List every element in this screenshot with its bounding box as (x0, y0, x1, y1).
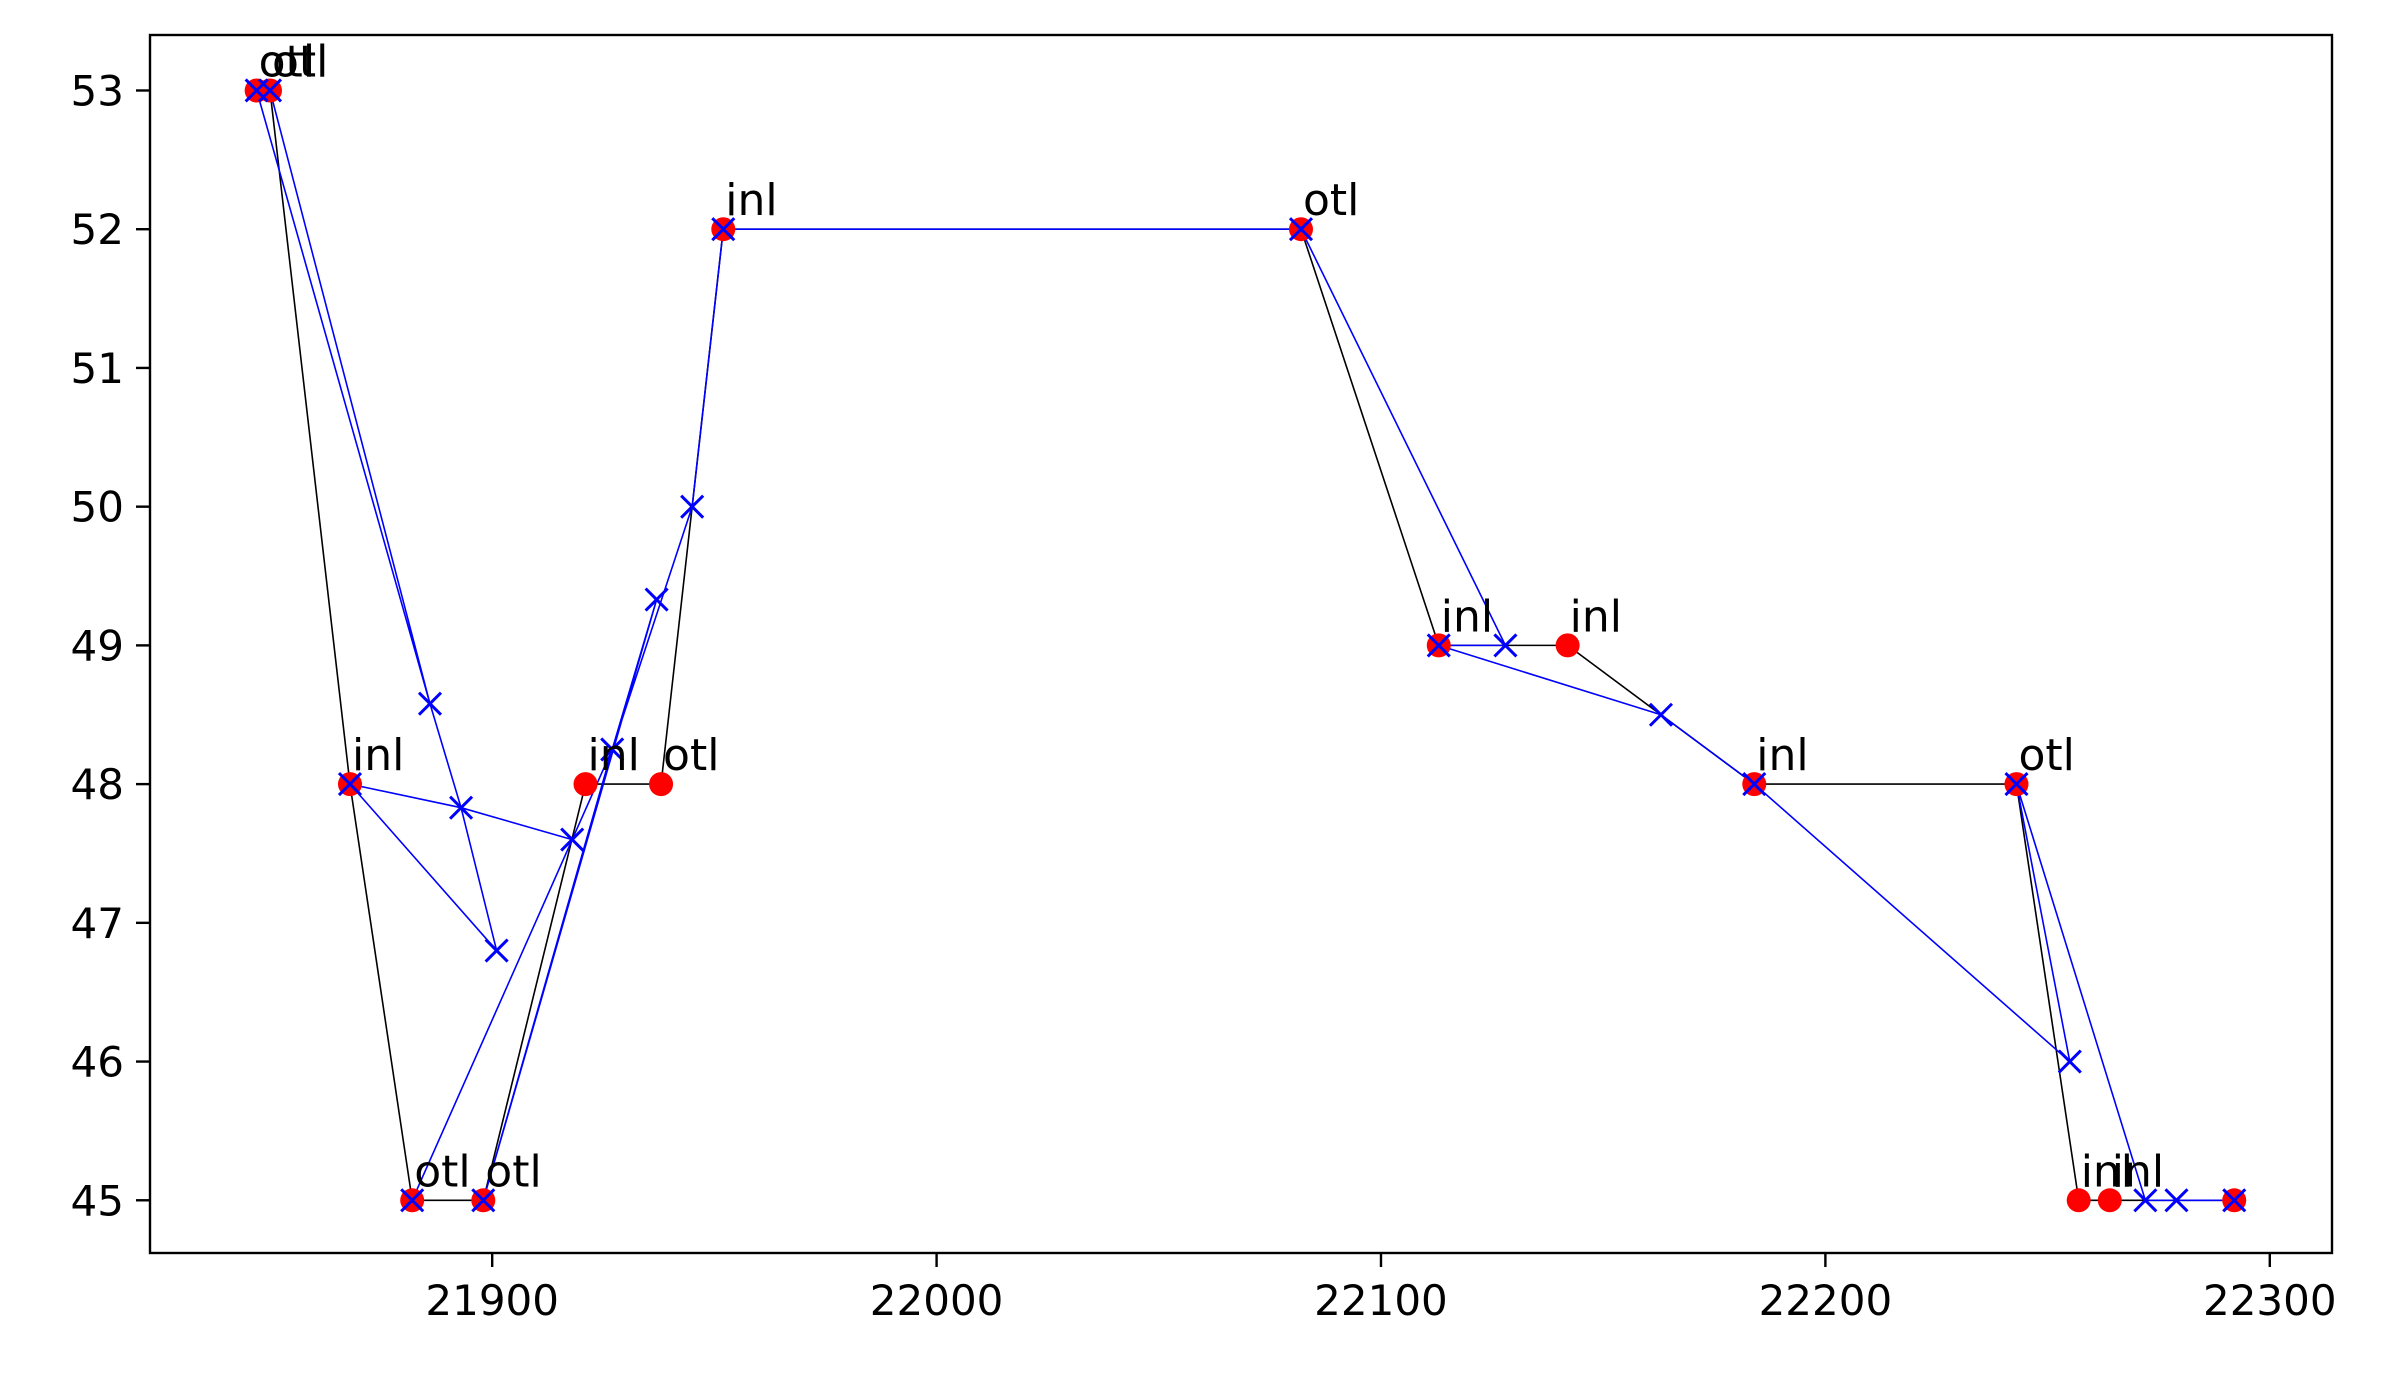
blue-x-marker-24 (2133, 1188, 2158, 1213)
blue-x-marker-13 (471, 1188, 496, 1213)
y-tick-label-0: 45 (71, 1176, 124, 1225)
y-tick-label-2: 47 (71, 899, 124, 948)
blue-x-marker-22 (2057, 1049, 2082, 1074)
x-tick-label-3: 22200 (1759, 1276, 1893, 1325)
point-label-12: otl (2018, 730, 2074, 781)
point-label-10: inl (1570, 591, 1622, 642)
blue-x-marker-1 (417, 691, 443, 716)
blue-x-marker-23 (2004, 772, 2029, 797)
point-label-9: inl (1441, 591, 1493, 642)
blue-x-marker-25 (2164, 1188, 2189, 1213)
point-label-7: inl (725, 175, 777, 226)
point-label-5: inl (588, 730, 640, 781)
blue-x-marker-20 (1648, 702, 1674, 727)
red-point-14 (2097, 1188, 2122, 1213)
blue-x-marker-8 (560, 827, 585, 852)
blue-x-marker-9 (400, 1188, 425, 1213)
y-tick-label-1: 46 (71, 1038, 124, 1087)
red-point-5 (573, 772, 598, 797)
blue-x-marker-21 (1742, 772, 1767, 797)
point-label-11: inl (1756, 730, 1808, 781)
point-label-14: inl (2112, 1146, 2164, 1197)
blue-x-marker-18 (1493, 633, 1518, 658)
blue-x-marker-26 (2222, 1188, 2247, 1213)
blue-x-marker-6 (337, 772, 363, 797)
red-point-6 (649, 772, 674, 797)
blue-x-marker-4 (449, 795, 474, 820)
blue-x-marker-17 (1288, 217, 1314, 242)
blue-x-marker-16 (711, 217, 736, 242)
point-label-4: otl (485, 1146, 541, 1197)
point-label-2: inl (352, 730, 404, 781)
point-label-13: inl (2081, 1146, 2133, 1197)
plot-frame (148, 33, 2334, 1255)
point-label-3: otl (414, 1146, 470, 1197)
blue-x-marker-15 (680, 494, 705, 519)
y-tick-label-7: 52 (71, 205, 124, 254)
y-tick-label-8: 53 (71, 66, 124, 115)
red-point-13 (2066, 1188, 2091, 1213)
blue-x-marker-5 (484, 938, 509, 963)
y-tick-label-3: 48 (71, 760, 124, 809)
markers-layer (244, 78, 2247, 1213)
x-tick-label-2: 22100 (1314, 1276, 1448, 1325)
y-tick-label-5: 50 (71, 483, 124, 532)
point-label-1: otl (272, 36, 328, 87)
point-label-0: otl (259, 36, 315, 87)
point-label-8: otl (1303, 175, 1359, 226)
blue-x-marker-11 (600, 737, 625, 762)
red-point-10 (1555, 633, 1580, 658)
blue-x-marker-19 (1426, 633, 1451, 658)
x-tick-label-1: 22000 (870, 1276, 1004, 1325)
blue-x-marker-12 (644, 587, 669, 612)
blue-x-marker-2 (257, 78, 283, 103)
y-tick-label-4: 49 (71, 621, 124, 670)
point-label-6: otl (663, 730, 719, 781)
axes-layer: 21900 22000 22100 22200 22300 45 46 47 48 49 50 51 5… (71, 33, 2337, 1325)
x-tick-label-0: 21900 (425, 1276, 559, 1325)
x-tick-label-4: 22300 (2203, 1276, 2337, 1325)
y-tick-label-6: 51 (71, 344, 124, 393)
